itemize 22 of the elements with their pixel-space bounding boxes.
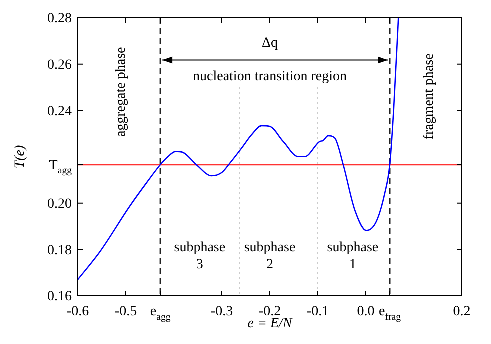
annotation: nucleation transition region (193, 70, 347, 85)
annotation: subphase 1 (327, 240, 379, 273)
annotation: subphase 3 (174, 240, 226, 273)
annotation: Δq (262, 36, 278, 52)
y-tick-label: 0.16 (48, 290, 72, 305)
x-tick-label: -0.3 (210, 304, 234, 320)
annotation: subphase 2 (244, 240, 296, 273)
y-tick-label: 0.20 (48, 196, 72, 212)
x-tick-label: 0.0 (357, 304, 375, 320)
y-tick-label: 0.24 (48, 104, 72, 120)
annotation: aggregate phase (114, 47, 129, 138)
x-tick-label: -0.1 (306, 304, 330, 320)
line-series (78, 18, 400, 280)
annotation: fragment phase (422, 54, 438, 140)
y-axis-title: T(e) (13, 145, 28, 169)
x-tick-label: 0.2 (453, 304, 471, 320)
x-tick-label: -0.5 (114, 304, 138, 320)
x-axis-title: e = E/N (248, 316, 293, 332)
x-tick-label: -0.6 (66, 304, 90, 320)
y-tick-label: 0.28 (48, 12, 72, 27)
y-tick-label: 0.26 (48, 58, 72, 73)
y-tick-label: 0.18 (48, 243, 72, 258)
